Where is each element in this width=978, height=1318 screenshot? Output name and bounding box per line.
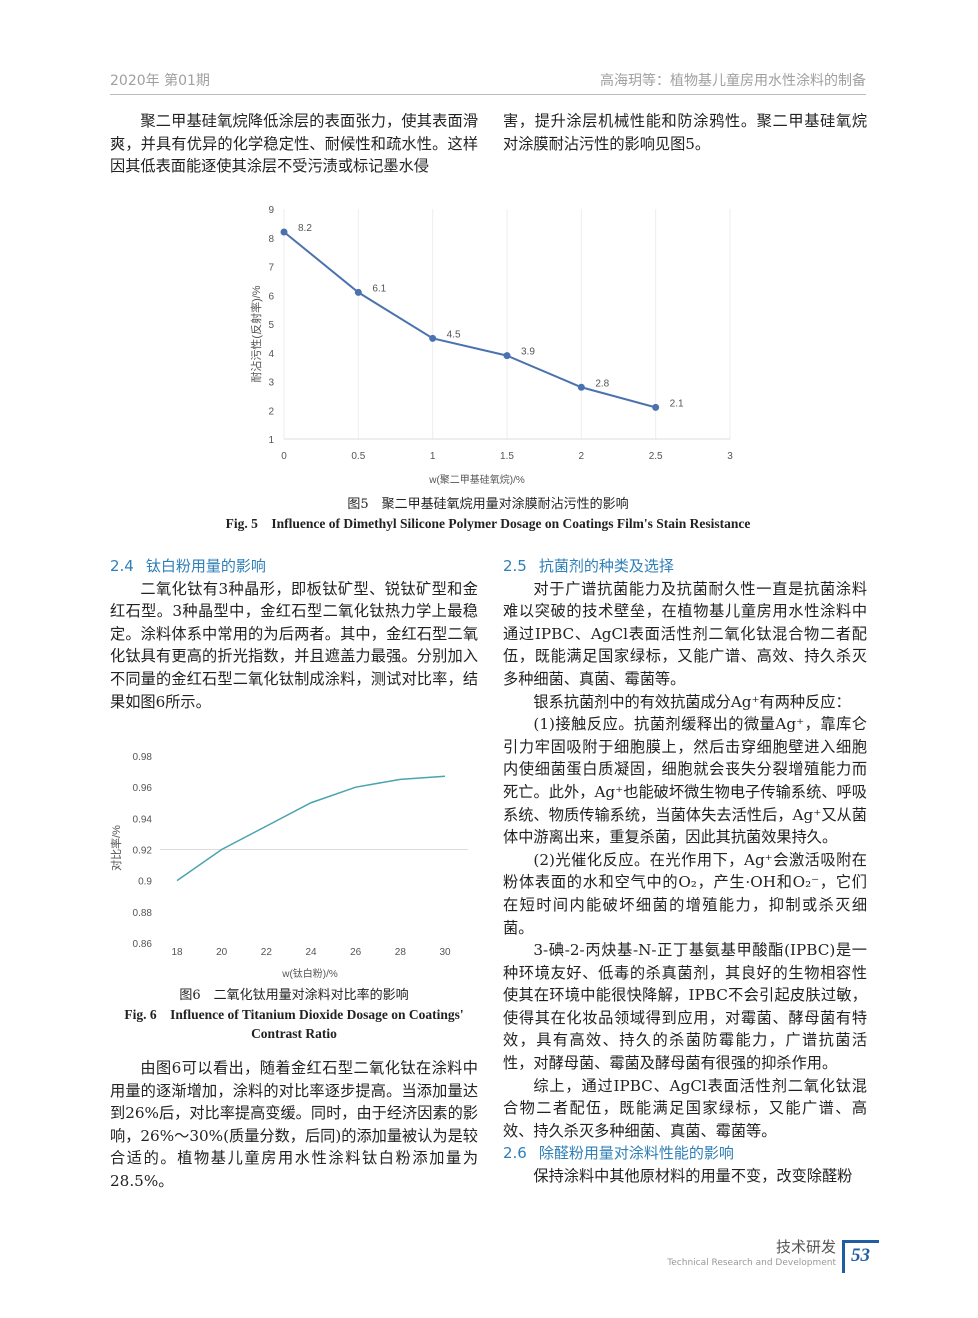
y-tick-label: 0.96	[133, 783, 153, 794]
caption-cn: 图6 二氧化钛用量对涂料对比率的影响	[179, 988, 409, 1003]
data-point	[577, 383, 585, 391]
figure-6-caption: 图6 二氧化钛用量对涂料对比率的影响 Fig. 6 Influence of T…	[110, 986, 478, 1043]
data-point	[652, 403, 660, 411]
data-point	[280, 228, 288, 236]
data-point	[503, 352, 511, 360]
y-tick-label: 1	[268, 435, 274, 446]
paragraph: (2)光催化反应。在光作用下，Ag⁺会激活吸附在粉体表面的水和空气中的O₂，产生…	[503, 850, 867, 937]
x-tick-label: 2	[579, 451, 585, 462]
data-label: 8.2	[298, 223, 312, 234]
y-tick-label: 8	[268, 234, 274, 245]
x-tick-label: 28	[395, 947, 407, 958]
data-label: 3.9	[521, 347, 535, 358]
paragraph: (1)接触反应。抗菌剂缓释出的微量Ag⁺，靠库仑引力牢固吸附于细胞膜上，然后击穿…	[503, 715, 867, 847]
y-tick-label: 0.92	[133, 846, 153, 857]
caption-en: Fig. 5 Influence of Dimethyl Silicone Po…	[225, 516, 751, 531]
paragraph: 害，提升涂层机械性能和防涂鸦性。聚二甲基硅氧烷对涂膜耐沾污性的影响见图5。	[503, 112, 867, 153]
x-tick-label: 0.5	[351, 451, 365, 462]
section-2-4-heading: 2.4 钛白粉用量的影响	[110, 555, 478, 578]
series-line	[283, 231, 656, 409]
section-number: 2.5	[503, 557, 527, 575]
paragraph: 二氧化钛有3种晶形，即板钛矿型、锐钛矿型和金红石型。3种晶型中，金红石型二氧化钛…	[110, 579, 478, 711]
x-tick-label: 0	[281, 451, 287, 462]
y-tick-label: 3	[268, 378, 274, 389]
data-point	[354, 288, 362, 296]
figure-6-chart: 0.86 0.88 0.9 0.92 0.94 0.96 0.98 18 20 22 24 26 28 3…	[109, 752, 468, 980]
paragraph: 综上，通过IPBC、AgCl表面活性剂二氧化钛混合物二者配伍，既能满足国家绿标，…	[503, 1076, 867, 1140]
y-tick-label: 6	[268, 291, 274, 302]
left-column: 2.4 钛白粉用量的影响 二氧化钛有3种晶形，即板钛矿型、锐钛矿型和金红石型。3种…	[110, 555, 478, 713]
data-point	[429, 334, 437, 342]
x-tick-label: 24	[305, 947, 317, 958]
section-2-6-heading: 2.6 除醛粉用量对涂料性能的影响	[503, 1142, 867, 1165]
left-column-lower: 由图6可以看出，随着金红石型二氧化钛在涂料中用量的逐渐增加，涂料的对比率逐步提高…	[110, 1057, 478, 1193]
y-tick-label: 5	[268, 320, 274, 331]
data-label: 6.1	[372, 283, 386, 294]
y-tick-label: 0.9	[138, 877, 152, 888]
data-label: 2.8	[595, 378, 609, 389]
x-axis-title: w(聚二甲基硅氧烷)/%	[428, 473, 525, 486]
header-rule	[110, 94, 866, 95]
data-label: 4.5	[447, 329, 461, 340]
header-issue: 2020年 第01期	[110, 73, 210, 89]
y-tick-label: 2	[268, 406, 274, 417]
section-number: 2.6	[503, 1144, 527, 1163]
intro-right: 害，提升涂层机械性能和防涂鸦性。聚二甲基硅氧烷对涂膜耐沾污性的影响见图5。	[503, 110, 867, 155]
x-tick-label: 1	[430, 451, 436, 462]
intro-left: 聚二甲基硅氧烷降低涂层的表面张力，使其表面滑爽，并具有优异的化学稳定性、耐候性和…	[110, 110, 478, 178]
series-line	[176, 775, 446, 882]
y-tick-label: 0.94	[133, 814, 153, 825]
x-tick-label: 20	[216, 947, 228, 958]
paragraph: 3-碘-2-丙炔基-N-正丁基氨基甲酸酯(IPBC)是一种环境友好、低毒的杀真菌…	[503, 941, 867, 1073]
y-tick-label: 0.86	[133, 939, 153, 950]
caption-en: Fig. 6 Influence of Titanium Dioxide Dos…	[124, 1007, 464, 1041]
section-title: 除醛粉用量对涂料性能的影响	[538, 1144, 734, 1163]
x-axis-title: w(钛白粉)/%	[281, 967, 338, 980]
x-tick-label: 1.5	[500, 451, 514, 462]
section-title: 抗菌剂的种类及选择	[538, 557, 674, 575]
paragraph: 对于广谱抗菌能力及抗菌耐久性一直是抗菌涂料难以突破的技术壁垒，在植物基儿童房用水…	[503, 579, 867, 688]
y-axis-title: 耐沾污性(反射率)/%	[249, 285, 263, 382]
paragraph: 由图6可以看出，随着金红石型二氧化钛在涂料中用量的逐渐增加，涂料的对比率逐步提高…	[110, 1059, 478, 1190]
right-column: 2.5 抗菌剂的种类及选择 对于广谱抗菌能力及抗菌耐久性一直是抗菌涂料难以突破的技…	[503, 555, 867, 1188]
x-tick-label: 2.5	[649, 451, 663, 462]
header-article: 高海玥等：植物基儿童房用水性涂料的制备	[600, 73, 866, 89]
y-tick-label: 9	[268, 205, 274, 216]
footer-section-cn: 技术研发	[775, 1238, 836, 1256]
section-2-5-heading: 2.5 抗菌剂的种类及选择	[503, 555, 867, 578]
paragraph: 银系抗菌剂中的有效抗菌成分Ag⁺有两种反应：	[533, 692, 851, 711]
y-tick-label: 4	[268, 349, 274, 360]
y-tick-label: 0.98	[133, 752, 153, 763]
y-tick-label: 7	[268, 263, 274, 274]
section-number: 2.4	[110, 557, 134, 575]
figure-5-caption: 图5 聚二甲基硅氧烷用量对涂膜耐沾污性的影响 Fig. 5 Influence …	[110, 495, 866, 533]
x-tick-label: 30	[439, 947, 451, 958]
paragraph: 保持涂料中其他原材料的用量不变，改变除醛粉	[533, 1167, 853, 1186]
figure-5-chart: 0 0.5 1 1.5 2 2.5 3 1 2 3 4 5 6 7 8 9 8.2 6.1 4.5 3.9 2.8 2.1…	[249, 205, 733, 486]
x-tick-label: 3	[727, 451, 733, 462]
paragraph: 聚二甲基硅氧烷降低涂层的表面张力，使其表面滑爽，并具有优异的化学稳定性、耐候性和…	[110, 112, 478, 176]
footer-section-en: Technical Research and Development	[667, 1258, 836, 1268]
x-tick-label: 26	[350, 947, 362, 958]
data-label: 2.1	[670, 398, 684, 409]
y-axis-title: 对比率/%	[109, 825, 123, 871]
page-number: 53	[851, 1245, 870, 1266]
x-tick-label: 18	[171, 947, 183, 958]
x-tick-label: 22	[261, 947, 273, 958]
caption-cn: 图5 聚二甲基硅氧烷用量对涂膜耐沾污性的影响	[347, 497, 629, 512]
footer-page-frame: 53	[842, 1240, 879, 1273]
y-tick-label: 0.88	[133, 908, 153, 919]
section-title: 钛白粉用量的影响	[145, 557, 266, 575]
